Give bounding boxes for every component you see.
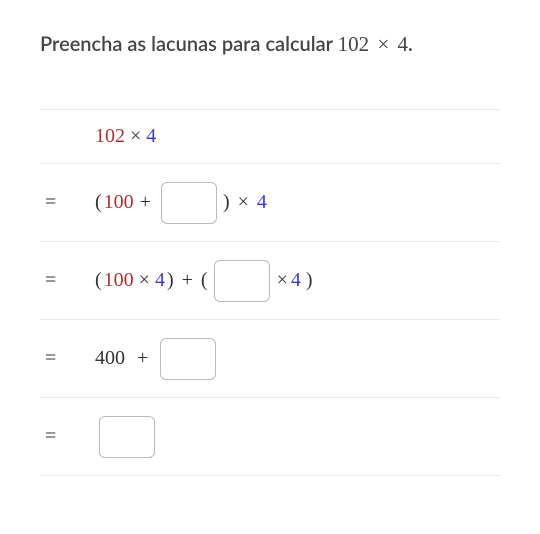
operand-a: 102 <box>95 125 125 148</box>
operand-b: 4 <box>146 125 156 148</box>
prompt-math: 102 × 4 <box>338 32 408 56</box>
blank-input-1[interactable] <box>161 182 217 224</box>
prompt-text: Preencha as lacunas para calcular 102 × … <box>40 30 500 59</box>
operand-100: 100 <box>104 269 134 292</box>
operand-4: 4 <box>257 191 267 214</box>
paren-open: ( <box>95 269 102 292</box>
paren-close: ) <box>167 269 174 292</box>
work-row-4: = <box>40 398 500 476</box>
prompt-punct: . <box>408 32 413 56</box>
operand-400: 400 <box>95 347 125 370</box>
work-row-0: 102 × 4 <box>40 109 500 164</box>
paren-open-2: ( <box>201 269 208 292</box>
prompt-operand-b: 4 <box>397 32 408 56</box>
blank-input-2[interactable] <box>214 260 270 302</box>
prompt-operand-a: 102 <box>338 32 370 56</box>
plus-symbol: + <box>176 269 199 292</box>
plus-symbol: + <box>136 191 155 214</box>
work-area: 102 × 4 = ( 100 + ) × 4 = ( 100 × 4 ) + … <box>40 109 500 476</box>
paren-open: ( <box>95 191 102 214</box>
prompt-operator: × <box>374 32 392 56</box>
times-symbol: × <box>276 269 289 292</box>
operand-100: 100 <box>104 191 134 214</box>
times-symbol: × <box>136 269 153 292</box>
work-row-3: = 400 + <box>40 320 500 398</box>
operand-4: 4 <box>155 269 165 292</box>
paren-close: ) <box>223 191 230 214</box>
equals-col: = <box>40 269 95 292</box>
equals-col: = <box>40 425 95 448</box>
expression: ( 100 × 4 ) + ( × 4 ) <box>95 260 313 302</box>
work-row-1: = ( 100 + ) × 4 <box>40 164 500 242</box>
expression <box>95 416 159 458</box>
equals-col: = <box>40 191 95 214</box>
blank-input-3[interactable] <box>160 338 216 380</box>
prompt-leading: Preencha as lacunas para calcular <box>40 32 338 56</box>
plus-symbol: + <box>131 347 154 370</box>
work-row-2: = ( 100 × 4 ) + ( × 4 ) <box>40 242 500 320</box>
expression: 102 × 4 <box>95 125 156 148</box>
expression: 400 + <box>95 338 220 380</box>
operand-4b: 4 <box>291 269 301 292</box>
paren-close-2: ) <box>303 269 313 292</box>
times-symbol: × <box>127 125 144 148</box>
blank-input-4[interactable] <box>99 416 155 458</box>
expression: ( 100 + ) × 4 <box>95 182 267 224</box>
equals-col: = <box>40 347 95 370</box>
times-symbol: × <box>232 191 255 214</box>
